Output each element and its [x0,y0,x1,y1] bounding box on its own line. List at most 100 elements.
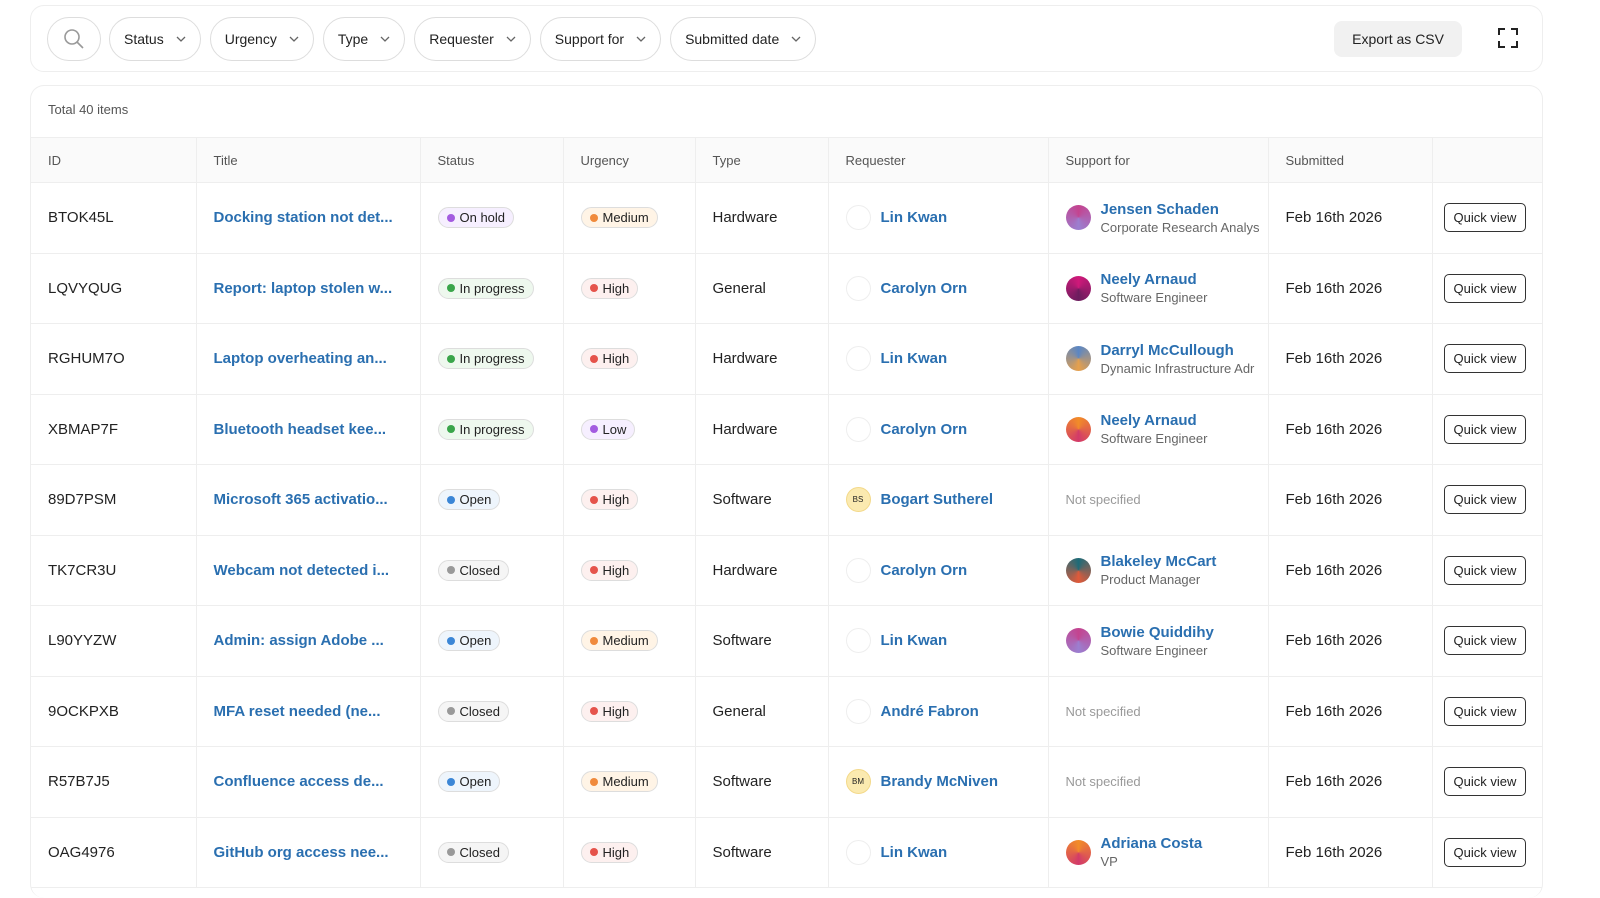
support-person: Blakeley McCart Product Manager [1065,553,1267,587]
urgency-dot [589,213,598,222]
chevron [506,36,516,42]
status-cell: Open [420,464,564,536]
requester-name[interactable]: Lin Kwan [880,632,948,650]
quick-view-button[interactable]: Quick view [1443,203,1527,233]
request-type: Software [695,464,829,536]
status-dot [446,284,455,293]
request-id: XBMAP7F [31,394,197,465]
requester-avatar: BM [845,769,871,795]
support-info: Neely Arnaud Software Engineer [1101,412,1208,446]
column-header: Urgency [563,137,696,183]
support-cell: Blakeley McCart Product Manager [1048,535,1269,606]
chevron [380,36,390,42]
filter-pill[interactable]: Urgency [209,16,314,61]
requester-name[interactable]: Lin Kwan [880,843,948,861]
urgency-text: High [602,351,630,367]
quick-view-button[interactable]: Quick view [1443,485,1527,515]
request-type: Software [695,817,829,888]
requester-avatar [845,839,871,865]
support-name[interactable]: Darryl McCullough [1100,341,1234,359]
urgency-badge: Medium [580,630,658,652]
table-row: TK7CR3U Webcam not detected i... Closed Hig… [31,535,1542,606]
quick-view-button[interactable]: Quick view [1443,837,1527,867]
support-name[interactable]: Neely Arnaud [1100,412,1197,430]
title-cell: Confluence access de... [196,746,421,818]
table-row: L90YYZW Admin: assign Adobe ... Open Medium… [31,605,1542,677]
request-title[interactable]: Bluetooth headset kee... [213,420,387,438]
support-name[interactable]: Blakeley McCart [1100,553,1217,571]
status-text: On hold [459,210,506,226]
request-title[interactable]: MFA reset needed (ne... [213,702,381,720]
title-cell: GitHub org access nee... [196,817,421,888]
action-cell: Quick view [1432,394,1542,465]
status-badge: In progress [437,418,534,440]
title-cell: MFA reset needed (ne... [196,676,421,747]
request-title[interactable]: Admin: assign Adobe ... [213,632,384,650]
column-header: Submitted [1268,137,1433,183]
quick-view-button[interactable]: Quick view [1443,273,1527,303]
status-dot [446,848,455,857]
filter-label: Requester [429,30,494,47]
support-info: Jensen Schaden Corporate Research Analys [1101,201,1260,235]
request-id: R57B7J5 [31,746,197,818]
filter-pill[interactable]: Requester [414,16,531,61]
status-dot [446,213,455,222]
fullscreen-icon[interactable] [1498,28,1518,48]
table-row: XBMAP7F Bluetooth headset kee... In progre… [31,394,1542,465]
quick-view-button[interactable]: Quick view [1443,696,1527,726]
urgency-cell: High [563,464,696,536]
requester-name[interactable]: Carolyn Orn [880,561,968,579]
quick-view-button[interactable]: Quick view [1443,344,1527,374]
search-button[interactable] [47,16,101,61]
support-name[interactable]: Neely Arnaud [1100,271,1197,289]
request-id: L90YYZW [31,605,197,677]
requester: Lin Kwan [845,346,1047,372]
status-cell: Closed [420,676,564,747]
status-text: Closed [459,844,500,860]
support-name[interactable]: Jensen Schaden [1100,200,1219,218]
requester-avatar [845,346,871,372]
support-name[interactable]: Bowie Quiddihy [1100,623,1214,641]
requester-avatar [845,628,871,654]
request-title[interactable]: Microsoft 365 activatio... [213,491,388,509]
request-title[interactable]: Docking station not det... [213,209,393,227]
requester-name[interactable]: Lin Kwan [880,209,948,227]
action-cell: Quick view [1432,746,1542,818]
table-row: BTOK45L Docking station not det... On hold… [31,182,1542,254]
column-header: Requester [828,137,1049,183]
requester-name[interactable]: André Fabron [880,702,979,720]
status-dot [446,354,455,363]
requester: André Fabron [845,698,1047,724]
requester-name[interactable]: Lin Kwan [880,350,948,368]
requester-cell: BM Brandy McNiven [828,746,1049,818]
filter-pill[interactable]: Type [322,16,406,61]
request-title[interactable]: GitHub org access nee... [213,843,389,861]
quick-view-button[interactable]: Quick view [1443,414,1527,444]
request-title[interactable]: Report: laptop stolen w... [213,279,393,297]
requester-name[interactable]: Brandy McNiven [880,773,999,791]
support-avatar [1065,839,1091,865]
quick-view-button[interactable]: Quick view [1443,555,1527,585]
urgency-cell: High [563,817,696,888]
filter-pill[interactable]: Status [109,16,201,61]
export-button[interactable]: Export as CSV [1334,21,1462,57]
requester-name[interactable]: Carolyn Orn [880,279,968,297]
status-cell: Closed [420,535,564,606]
requester-cell: Carolyn Orn [828,535,1049,606]
request-title[interactable]: Confluence access de... [213,773,384,791]
quick-view-button[interactable]: Quick view [1443,626,1527,656]
requester-name[interactable]: Carolyn Orn [880,420,968,438]
request-title[interactable]: Laptop overheating an... [213,350,387,368]
filter-pill[interactable]: Support for [539,16,662,61]
requester: Carolyn Orn [845,416,1047,442]
quick-view-button[interactable]: Quick view [1443,767,1527,797]
requester: Lin Kwan [845,628,1047,654]
support-name[interactable]: Adriana Costa [1100,835,1203,853]
filter-pill[interactable]: Submitted date [670,16,817,61]
requester-name[interactable]: Bogart Sutherel [880,491,994,509]
request-title[interactable]: Webcam not detected i... [213,561,390,579]
support-info: Bowie Quiddihy Software Engineer [1101,624,1214,658]
status-cell: Open [420,605,564,677]
action-cell: Quick view [1432,323,1542,395]
